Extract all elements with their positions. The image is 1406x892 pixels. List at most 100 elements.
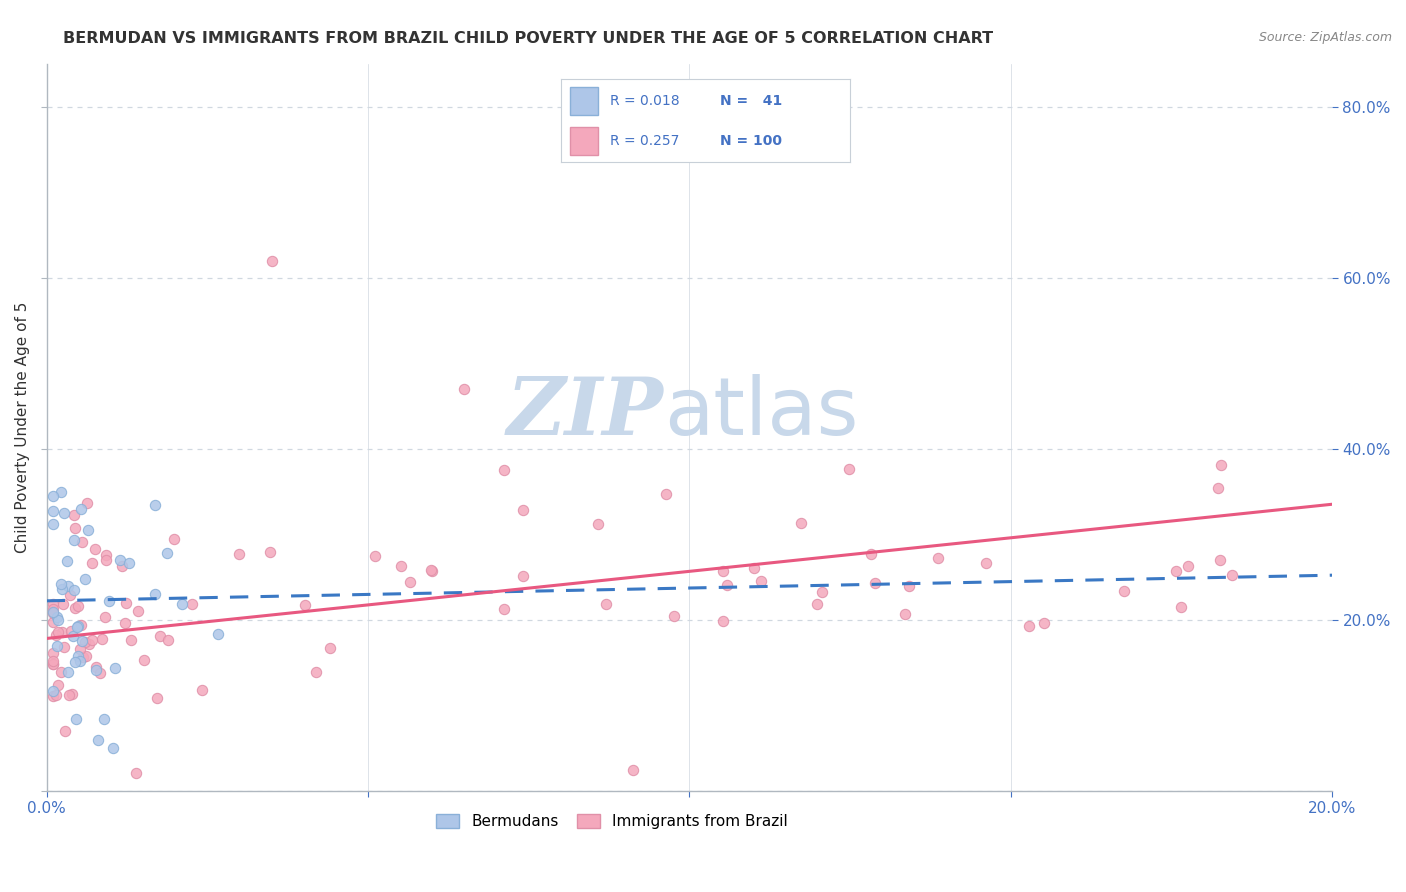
Point bbox=[51, 625, 73, 640]
Point bbox=[42, 606, 65, 620]
Point bbox=[742, 560, 765, 574]
Point bbox=[751, 574, 773, 589]
Point bbox=[654, 487, 676, 501]
Point bbox=[811, 584, 834, 599]
Point bbox=[512, 503, 534, 517]
Point bbox=[89, 665, 111, 680]
Point bbox=[62, 583, 84, 598]
Point bbox=[42, 615, 65, 629]
Point bbox=[70, 501, 93, 516]
Point bbox=[42, 597, 65, 611]
Point bbox=[399, 574, 422, 589]
Point bbox=[59, 588, 82, 602]
Point bbox=[621, 763, 644, 777]
Point bbox=[1018, 619, 1040, 633]
Point bbox=[52, 598, 75, 612]
Point bbox=[711, 614, 734, 628]
Point bbox=[294, 598, 316, 612]
Point bbox=[72, 633, 94, 648]
Point bbox=[51, 577, 73, 591]
Point bbox=[63, 600, 86, 615]
Point bbox=[63, 521, 86, 535]
Point bbox=[595, 597, 617, 611]
Point bbox=[66, 649, 89, 664]
Point bbox=[1177, 559, 1199, 574]
Point bbox=[96, 548, 118, 562]
Point bbox=[790, 516, 813, 531]
Point bbox=[82, 632, 104, 647]
Point bbox=[117, 557, 139, 571]
Point bbox=[58, 688, 80, 702]
Point bbox=[42, 654, 65, 668]
Point bbox=[42, 657, 65, 672]
Point bbox=[716, 578, 738, 592]
Point bbox=[72, 650, 94, 665]
Point bbox=[63, 656, 86, 670]
Point bbox=[90, 632, 112, 646]
Point bbox=[62, 629, 84, 643]
Point bbox=[662, 608, 685, 623]
Legend: Bermudans, Immigrants from Brazil: Bermudans, Immigrants from Brazil bbox=[430, 807, 794, 835]
Point bbox=[305, 665, 328, 680]
Point bbox=[58, 579, 80, 593]
Point bbox=[586, 517, 609, 532]
Point bbox=[76, 648, 98, 663]
Point bbox=[259, 545, 281, 559]
Point bbox=[46, 625, 69, 640]
Point bbox=[974, 556, 997, 570]
Point bbox=[66, 620, 89, 634]
Point bbox=[806, 597, 828, 611]
Point bbox=[56, 665, 79, 679]
Point bbox=[453, 382, 475, 396]
Point bbox=[134, 652, 156, 666]
Point bbox=[364, 549, 387, 563]
Point bbox=[146, 691, 169, 706]
Point bbox=[66, 619, 89, 633]
Point bbox=[127, 604, 149, 618]
Point bbox=[49, 665, 72, 679]
Point bbox=[512, 568, 534, 582]
Point bbox=[42, 689, 65, 703]
Point bbox=[77, 523, 100, 537]
Point bbox=[156, 633, 179, 648]
Point bbox=[84, 542, 107, 557]
Point bbox=[859, 547, 882, 561]
Point bbox=[111, 559, 134, 574]
Point bbox=[115, 596, 138, 610]
Point bbox=[63, 508, 86, 522]
Point bbox=[56, 554, 79, 568]
Point bbox=[389, 559, 412, 574]
Point bbox=[1033, 615, 1056, 630]
Point bbox=[69, 641, 91, 656]
Point bbox=[143, 587, 166, 601]
Point bbox=[60, 687, 83, 701]
Point bbox=[492, 601, 515, 615]
Point bbox=[1206, 481, 1229, 495]
Point bbox=[86, 663, 108, 677]
Point bbox=[190, 682, 212, 697]
Point bbox=[162, 532, 184, 546]
Point bbox=[494, 463, 516, 477]
Point bbox=[114, 615, 136, 630]
Point bbox=[45, 688, 67, 702]
Point bbox=[73, 572, 96, 586]
Point bbox=[170, 597, 193, 611]
Point bbox=[48, 678, 70, 692]
Point bbox=[69, 654, 91, 668]
Point bbox=[1209, 553, 1232, 567]
Point bbox=[838, 462, 860, 476]
Point bbox=[228, 547, 250, 561]
Point bbox=[1164, 564, 1187, 578]
Point bbox=[42, 607, 65, 621]
Point bbox=[1222, 568, 1244, 582]
Point bbox=[93, 712, 115, 726]
Point bbox=[65, 712, 87, 726]
Point bbox=[42, 647, 65, 661]
Point bbox=[104, 661, 127, 675]
Point bbox=[73, 634, 96, 648]
Point bbox=[711, 564, 734, 578]
Point bbox=[42, 683, 65, 698]
Text: ZIP: ZIP bbox=[506, 374, 664, 451]
Point bbox=[70, 535, 93, 549]
Text: atlas: atlas bbox=[664, 374, 858, 451]
